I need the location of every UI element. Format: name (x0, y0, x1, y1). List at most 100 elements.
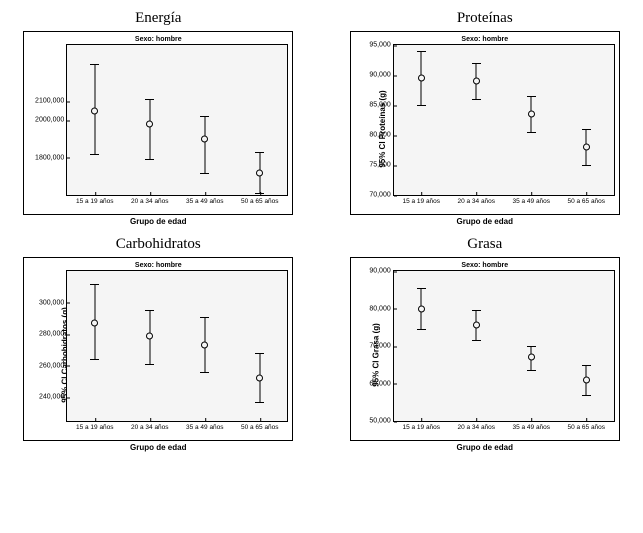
error-cap-top (255, 152, 264, 153)
error-cap-bottom (582, 165, 591, 166)
mean-point (473, 78, 480, 85)
plot-subtitle: Sexo: hombre (355, 36, 615, 43)
mean-point (418, 75, 425, 82)
y-tick: 260,000 (39, 362, 67, 369)
chart-wrap: 95% CI Energía (kilocalorías)Sexo: hombr… (23, 31, 293, 226)
error-cap-bottom (472, 99, 481, 100)
chart-panel: Energía 95% CI Energía (kilocalorías)Sexo… (10, 10, 307, 226)
plot-subtitle: Sexo: hombre (28, 36, 288, 43)
y-tick: 95,000 (369, 42, 393, 49)
error-bar (586, 365, 587, 395)
x-tick: 35 a 49 años (512, 195, 550, 205)
chart-wrap: 95% CI Proteínas (g)Sexo: hombre70,00075… (350, 31, 620, 226)
y-tick: 70,000 (369, 192, 393, 199)
mean-point (201, 135, 208, 142)
chart-panel: Grasa95% CI Grasa (g)Sexo: hombre50,0006… (337, 236, 634, 452)
error-cap-top (200, 317, 209, 318)
error-cap-top (582, 365, 591, 366)
error-bar (204, 317, 205, 372)
plot-outer-box: Sexo: hombre70,00075,00080,00085,00090,0… (350, 31, 620, 215)
mean-point (256, 375, 263, 382)
error-cap-top (472, 63, 481, 64)
chart-panel: Carbohidratos 95% CI Carbohidratos (g)Sex… (10, 236, 307, 452)
error-cap-top (582, 129, 591, 130)
mean-point (473, 322, 480, 329)
x-axis-label: Grupo de edad (23, 217, 293, 226)
error-cap-bottom (582, 395, 591, 396)
y-tick: 60,000 (369, 380, 393, 387)
plot-area: 70,00075,00080,00085,00090,00095,00015 a… (393, 44, 615, 196)
mean-point (256, 169, 263, 176)
mean-point (91, 107, 98, 114)
y-tick: 90,000 (369, 268, 393, 275)
y-tick: 90,000 (369, 72, 393, 79)
x-tick: 20 a 34 años (457, 195, 495, 205)
error-cap-top (527, 346, 536, 347)
error-cap-bottom (527, 132, 536, 133)
error-cap-bottom (200, 372, 209, 373)
error-cap-bottom (90, 154, 99, 155)
x-tick: 20 a 34 años (131, 421, 169, 431)
x-tick: 50 a 65 años (567, 421, 605, 431)
x-axis-label: Grupo de edad (23, 443, 293, 452)
x-tick: 50 a 65 años (567, 195, 605, 205)
error-bar (149, 99, 150, 159)
error-bar (204, 116, 205, 172)
plot-area: 50,00060,00070,00080,00090,00015 a 19 añ… (393, 270, 615, 422)
error-bar (531, 346, 532, 370)
error-cap-bottom (527, 370, 536, 371)
y-tick: 75,000 (369, 162, 393, 169)
x-axis-label: Grupo de edad (350, 217, 620, 226)
panel-title: Energía (135, 10, 181, 27)
error-bar (94, 64, 95, 154)
y-axis-label: 95% CI Grasa (g) (371, 323, 380, 387)
error-bar (259, 353, 260, 402)
panel-title: Grasa (467, 236, 502, 253)
error-bar (149, 310, 150, 364)
panel-title: Carbohidratos (116, 236, 201, 253)
error-bar (586, 129, 587, 165)
mean-point (528, 111, 535, 118)
plot-area: 240,000260,000280,000300,00015 a 19 años… (66, 270, 288, 422)
mean-point (146, 120, 153, 127)
chart-wrap: 95% CI Carbohidratos (g)Sexo: hombre240,… (23, 257, 293, 452)
mean-point (201, 342, 208, 349)
error-cap-top (472, 310, 481, 311)
mean-point (146, 332, 153, 339)
error-cap-top (417, 288, 426, 289)
y-tick: 240,000 (39, 394, 67, 401)
x-tick: 35 a 49 años (186, 421, 224, 431)
error-bar (421, 288, 422, 329)
x-tick: 15 a 19 años (402, 195, 440, 205)
error-bar (531, 96, 532, 132)
plot-outer-box: Sexo: hombre50,00060,00070,00080,00090,0… (350, 257, 620, 441)
error-cap-bottom (255, 193, 264, 194)
y-tick: 85,000 (369, 102, 393, 109)
x-tick: 15 a 19 años (76, 195, 114, 205)
error-cap-bottom (145, 159, 154, 160)
chart-wrap: 95% CI Grasa (g)Sexo: hombre50,00060,000… (350, 257, 620, 452)
error-cap-top (200, 116, 209, 117)
x-tick: 20 a 34 años (131, 195, 169, 205)
y-tick: 50,000 (369, 418, 393, 425)
mean-point (583, 376, 590, 383)
error-cap-bottom (200, 173, 209, 174)
error-cap-bottom (145, 364, 154, 365)
error-bar (476, 63, 477, 99)
error-cap-top (145, 99, 154, 100)
y-tick: 2100,000 (35, 98, 67, 105)
x-tick: 35 a 49 años (186, 195, 224, 205)
x-tick: 50 a 65 años (241, 195, 279, 205)
chart-panel: Proteínas95% CI Proteínas (g)Sexo: hombr… (337, 10, 634, 226)
error-cap-top (90, 64, 99, 65)
y-tick: 2000,000 (35, 117, 67, 124)
x-tick: 35 a 49 años (512, 421, 550, 431)
error-cap-bottom (472, 340, 481, 341)
y-tick: 280,000 (39, 331, 67, 338)
error-cap-bottom (417, 329, 426, 330)
mean-point (91, 320, 98, 327)
mean-point (418, 305, 425, 312)
error-cap-bottom (255, 402, 264, 403)
x-tick: 50 a 65 años (241, 421, 279, 431)
plot-subtitle: Sexo: hombre (355, 262, 615, 269)
